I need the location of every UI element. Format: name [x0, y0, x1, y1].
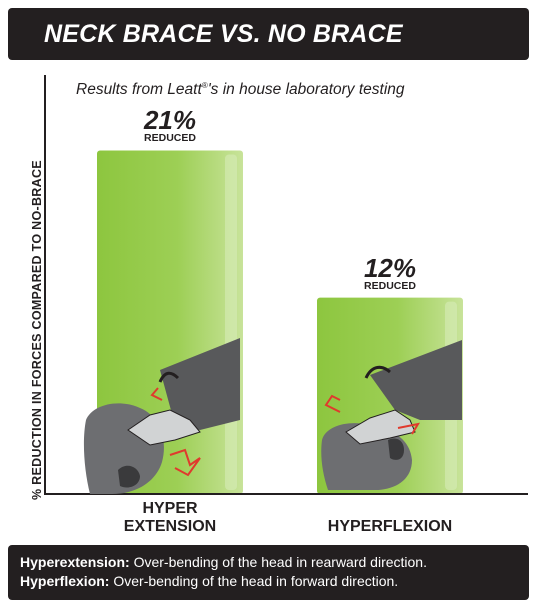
bar-value-label-0: 21% REDUCED [100, 107, 240, 144]
chart-title: NECK BRACE VS. NO BRACE [44, 20, 403, 48]
def-hyperflexion: Over-bending of the head in forward dire… [109, 573, 399, 589]
footer-line-hyperextension: Hyperextension: Over-bending of the head… [20, 553, 427, 572]
data-label-reduced: REDUCED [364, 279, 416, 292]
category-label-line: HYPERFLEXION [327, 518, 453, 535]
data-label-reduced: REDUCED [144, 132, 196, 145]
category-label-line: EXTENSION [123, 518, 217, 535]
footer-line-hyperflexion: Hyperflexion: Over-bending of the head i… [20, 572, 398, 591]
title-bar: NECK BRACE VS. NO BRACE [8, 8, 529, 60]
bar-value-label-1: 12% REDUCED [320, 255, 460, 292]
definitions-footer: Hyperextension: Over-bending of the head… [8, 545, 529, 600]
category-label-line: HYPER [142, 500, 198, 517]
category-label-0: HYPER EXTENSION [85, 500, 255, 536]
hyperextension-illustration [83, 338, 240, 494]
def-hyperextension: Over-bending of the head in rearward dir… [129, 554, 427, 570]
bar-highlight-0 [225, 154, 237, 490]
registered-mark: ® [201, 81, 208, 90]
chart-subtitle: Results from Leatt®'s in house laborator… [76, 81, 405, 99]
subtitle-pre: Results from Leatt [76, 81, 202, 99]
hyperflexion-illustration [321, 340, 462, 490]
subtitle-post: 's in house laboratory testing [207, 81, 405, 99]
data-label-value: 21% [143, 105, 197, 136]
term-hyperextension: Hyperextension: [20, 554, 130, 570]
term-hyperflexion: Hyperflexion: [20, 573, 110, 589]
category-label-1: HYPERFLEXION [305, 518, 475, 536]
data-label-value: 12% [363, 252, 417, 283]
